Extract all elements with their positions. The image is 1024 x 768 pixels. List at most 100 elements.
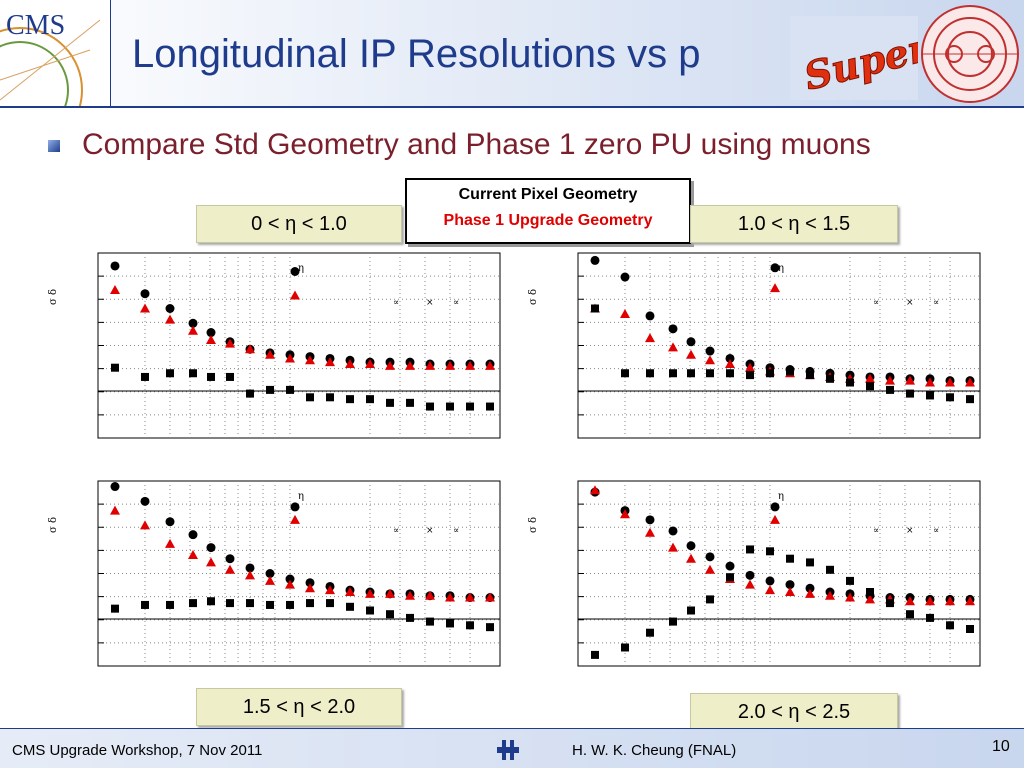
data-point-phase1 [110, 505, 120, 515]
data-point-phase1 [785, 587, 795, 596]
data-point-ratio [386, 398, 394, 407]
data-point-ratio [466, 621, 474, 630]
data-point-phase1 [668, 542, 678, 552]
data-point-phase1 [725, 359, 735, 368]
data-point-phase1 [905, 375, 915, 385]
data-point-ratio [926, 391, 934, 400]
data-point-current [645, 311, 655, 321]
data-point-ratio [946, 393, 954, 402]
data-point-phase1 [668, 342, 678, 352]
data-point-current [590, 255, 600, 265]
data-point-phase1 [425, 360, 435, 370]
data-point-ratio [207, 372, 215, 381]
y-axis-label: σ δ [528, 517, 539, 533]
data-point-phase1 [620, 509, 630, 519]
data-point-current [305, 578, 315, 588]
data-point-phase1 [590, 485, 600, 495]
data-point-ratio [826, 374, 834, 383]
data-point-current [645, 515, 655, 525]
data-point-ratio [226, 372, 234, 381]
data-point-current [165, 304, 175, 313]
data-point-phase1 [686, 553, 696, 563]
data-point-ratio [646, 369, 654, 378]
data-point-ratio [466, 402, 474, 411]
inline-marker-text: ∝ [453, 298, 459, 308]
data-point-ratio [687, 606, 695, 615]
inline-marker-text: ∝ [393, 526, 399, 536]
inline-marker-text: × [426, 298, 434, 308]
data-point-phase1 [925, 596, 935, 606]
data-point-ratio [406, 613, 414, 622]
data-point-ratio [687, 369, 695, 378]
data-point-current [705, 552, 715, 562]
data-point-phase1 [265, 349, 275, 359]
data-point-phase1 [945, 596, 955, 606]
data-point-phase1 [206, 557, 216, 567]
data-point-current [265, 569, 275, 578]
data-point-phase1 [206, 334, 216, 344]
data-point-ratio [366, 606, 374, 615]
data-point-current [725, 353, 735, 363]
data-point-phase1 [165, 538, 175, 548]
data-point-phase1 [885, 375, 895, 385]
data-point-current [668, 526, 678, 536]
legend-marker-phase1 [770, 514, 780, 524]
data-point-ratio [966, 625, 974, 633]
legend-marker-phase1 [770, 283, 780, 293]
data-point-phase1 [225, 564, 235, 574]
data-point-ratio [906, 610, 914, 619]
data-point-ratio [166, 369, 174, 378]
data-point-phase1 [305, 355, 315, 365]
data-point-phase1 [445, 592, 455, 602]
data-point-ratio [669, 369, 677, 378]
y-axis-label: σ δ [48, 289, 59, 305]
data-point-current [245, 563, 255, 573]
y-axis-label: σ δ [48, 517, 59, 533]
data-point-ratio [926, 613, 934, 622]
data-point-current [110, 261, 120, 271]
data-point-current [805, 583, 815, 593]
data-point-phase1 [385, 588, 395, 598]
data-point-phase1 [485, 592, 495, 602]
data-point-phase1 [965, 377, 975, 387]
data-point-phase1 [345, 359, 355, 368]
square-bullet-icon [48, 140, 60, 152]
data-point-ratio [346, 395, 354, 404]
data-point-current [686, 337, 696, 347]
data-point-ratio [266, 600, 274, 609]
data-point-phase1 [425, 590, 435, 600]
data-point-ratio [266, 385, 274, 394]
data-point-ratio [326, 393, 334, 402]
data-point-ratio [786, 367, 794, 376]
header-divider [0, 106, 1024, 108]
data-point-ratio [591, 304, 599, 313]
plot-panel-1-1.5: σ δ ∝ × ∝ η [528, 252, 981, 439]
inline-marker-text: ∝ [873, 526, 879, 536]
data-point-ratio [621, 369, 629, 378]
data-point-phase1 [405, 590, 415, 600]
data-point-ratio [706, 595, 714, 604]
data-point-phase1 [745, 579, 755, 589]
data-point-ratio [111, 363, 119, 372]
data-point-ratio [946, 621, 954, 630]
data-point-ratio [446, 402, 454, 411]
data-point-ratio [446, 619, 454, 628]
data-point-ratio [207, 597, 215, 606]
data-point-ratio [746, 545, 754, 554]
data-point-ratio [406, 398, 414, 407]
data-point-phase1 [188, 550, 198, 559]
data-point-ratio [866, 588, 874, 596]
data-point-ratio [621, 643, 629, 652]
cms-event-display-icon [918, 2, 1022, 106]
data-point-phase1 [188, 325, 198, 335]
legend-current-geometry: Current Pixel Geometry [458, 186, 638, 203]
data-point-current [165, 517, 175, 527]
data-point-ratio [966, 395, 974, 404]
data-point-current [188, 318, 198, 328]
footer-author: H. W. K. Cheung (FNAL) [572, 742, 737, 759]
data-point-phase1 [945, 377, 955, 387]
data-point-current [668, 324, 678, 334]
footer-event: CMS Upgrade Workshop, 7 Nov 2011 [12, 742, 263, 759]
data-point-ratio [726, 369, 734, 378]
data-point-phase1 [285, 579, 295, 589]
